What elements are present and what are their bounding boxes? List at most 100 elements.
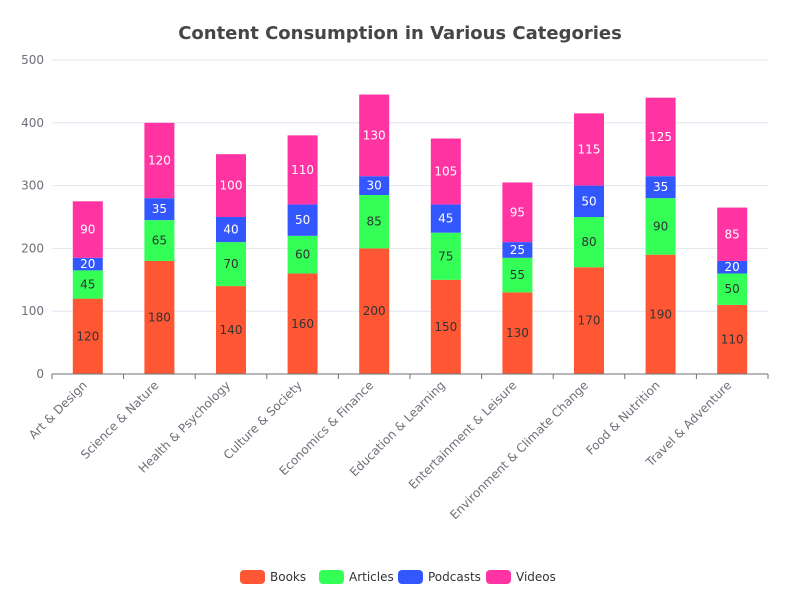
data-label: 75	[438, 249, 453, 263]
bar-articles[interactable]	[359, 195, 390, 249]
data-label: 120	[76, 329, 99, 343]
bar-podcasts[interactable]	[216, 217, 246, 243]
y-tick-label: 200	[21, 241, 44, 255]
data-label: 85	[725, 227, 740, 241]
legend-item-podcasts[interactable]: Podcasts	[398, 570, 481, 584]
x-tick-label: Culture & Society	[221, 378, 305, 462]
data-label: 110	[721, 332, 744, 346]
data-label: 105	[434, 164, 457, 178]
y-tick-label: 300	[21, 179, 44, 193]
bar-videos[interactable]	[645, 97, 676, 177]
bar-videos[interactable]	[287, 135, 318, 205]
bar-videos[interactable]	[574, 113, 604, 186]
bar-podcasts[interactable]	[430, 204, 461, 233]
bar-videos[interactable]	[502, 182, 533, 243]
y-tick-label: 0	[36, 367, 44, 381]
bar-books[interactable]	[645, 254, 676, 374]
bar-podcasts[interactable]	[645, 176, 676, 199]
legend-label: Articles	[349, 570, 394, 584]
data-label: 20	[80, 257, 95, 271]
bar-podcasts[interactable]	[502, 242, 533, 258]
bar-articles[interactable]	[574, 217, 604, 268]
legend-label: Podcasts	[428, 570, 481, 584]
y-tick-label: 100	[21, 304, 44, 318]
data-label: 115	[578, 142, 601, 156]
legend-swatch	[240, 570, 265, 584]
bar-podcasts[interactable]	[574, 185, 604, 217]
legend-label: Videos	[516, 570, 556, 584]
legend-item-articles[interactable]: Articles	[319, 570, 394, 584]
bar-books[interactable]	[287, 273, 318, 374]
x-tick-label: Art & Design	[26, 378, 90, 442]
data-label: 160	[291, 317, 314, 331]
bar-books[interactable]	[430, 279, 461, 374]
bar-articles[interactable]	[430, 232, 461, 280]
legend-swatch	[319, 570, 344, 584]
bar-podcasts[interactable]	[287, 204, 318, 236]
data-label: 55	[510, 268, 525, 282]
x-tick-label: Environment & Climate Change	[447, 378, 591, 522]
y-tick-label: 400	[21, 116, 44, 130]
chart-title: Content Consumption in Various Categorie…	[178, 23, 622, 44]
bar-podcasts[interactable]	[144, 198, 175, 221]
y-tick-label: 500	[21, 53, 44, 67]
bar-podcasts[interactable]	[72, 257, 103, 271]
data-label: 125	[649, 130, 672, 144]
bar-books[interactable]	[72, 298, 103, 374]
legend-label: Books	[270, 570, 306, 584]
legend-swatch	[486, 570, 511, 584]
data-label: 50	[581, 194, 596, 208]
data-label: 60	[295, 248, 310, 262]
data-label: 130	[506, 326, 529, 340]
bar-videos[interactable]	[359, 94, 390, 177]
data-label: 170	[578, 314, 601, 328]
data-label: 130	[363, 128, 386, 142]
bar-books[interactable]	[574, 267, 604, 374]
bar-books[interactable]	[502, 292, 533, 374]
bar-articles[interactable]	[72, 270, 103, 299]
data-label: 85	[367, 215, 382, 229]
data-label: 150	[434, 320, 457, 334]
data-label: 200	[363, 304, 386, 318]
legend-item-books[interactable]: Books	[240, 570, 306, 584]
data-label: 120	[148, 153, 171, 167]
data-label: 40	[223, 223, 238, 237]
bar-videos[interactable]	[144, 122, 175, 199]
x-tick-label: Science & Nature	[78, 378, 162, 462]
data-label: 190	[649, 307, 672, 321]
bar-videos[interactable]	[216, 154, 246, 217]
data-label: 30	[367, 179, 382, 193]
legend-item-videos[interactable]: Videos	[486, 570, 556, 584]
data-label: 90	[80, 223, 95, 237]
bar-articles[interactable]	[216, 242, 246, 287]
x-tick-label: Food & Nutrition	[583, 378, 662, 457]
bar-books[interactable]	[359, 248, 390, 374]
data-label: 180	[148, 310, 171, 324]
bar-books[interactable]	[717, 304, 748, 374]
data-label: 110	[291, 163, 314, 177]
data-label: 70	[223, 257, 238, 271]
bar-articles[interactable]	[502, 257, 533, 293]
bar-podcasts[interactable]	[359, 176, 390, 196]
bar-videos[interactable]	[717, 207, 748, 261]
bar-videos[interactable]	[72, 201, 103, 258]
data-label: 50	[725, 282, 740, 296]
data-label: 80	[581, 235, 596, 249]
legend[interactable]: Books Articles Podcasts Videos	[240, 570, 556, 584]
data-label: 35	[152, 202, 167, 216]
data-label: 90	[653, 219, 668, 233]
bar-podcasts[interactable]	[717, 260, 748, 274]
bar-articles[interactable]	[717, 273, 748, 305]
data-label: 140	[220, 323, 243, 337]
bar-articles[interactable]	[144, 220, 175, 261]
data-label: 35	[653, 180, 668, 194]
data-label: 45	[80, 278, 95, 292]
bar-videos[interactable]	[430, 138, 461, 205]
bar-articles[interactable]	[287, 235, 318, 274]
data-label: 65	[152, 234, 167, 248]
bar-books[interactable]	[216, 286, 246, 374]
bar-books[interactable]	[144, 260, 175, 374]
bar-articles[interactable]	[645, 198, 676, 255]
